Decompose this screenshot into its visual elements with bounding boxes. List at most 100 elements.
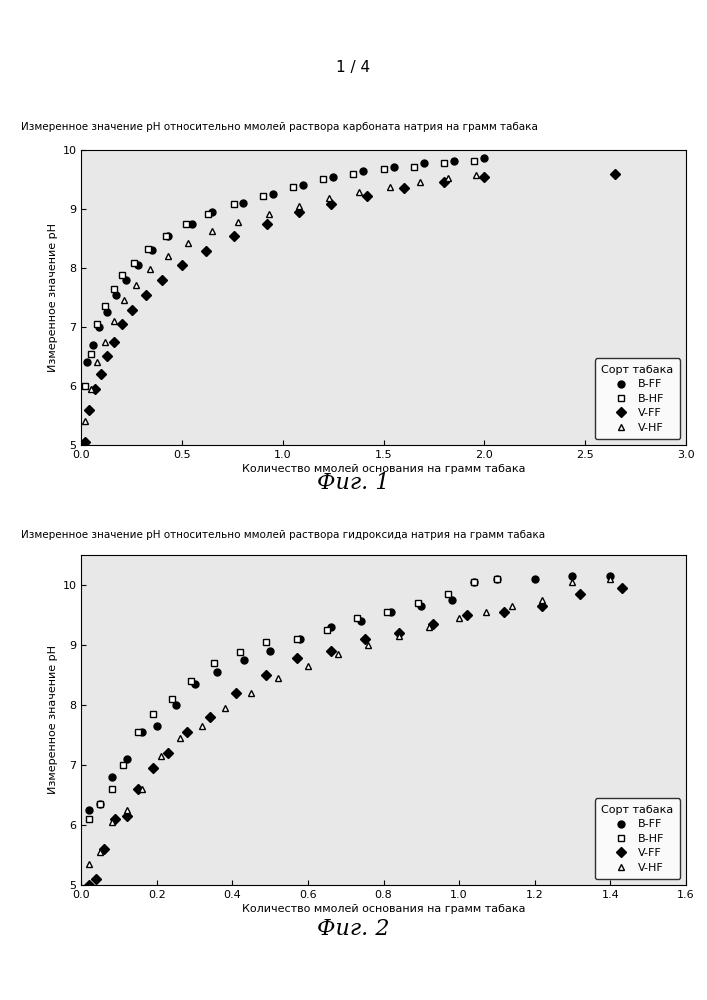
Line: V-HF: V-HF [86, 576, 614, 867]
B-HF [353, 612, 361, 624]
V-HF [295, 200, 303, 212]
B-FF [606, 570, 614, 582]
V-FF [575, 588, 584, 600]
V-FF [122, 810, 131, 822]
B-HF [258, 190, 267, 202]
X-axis label: Количество ммолей основания на грамм табака: Количество ммолей основания на грамм таб… [242, 464, 525, 474]
B-FF [172, 699, 180, 711]
V-HF [247, 687, 255, 699]
V-FF [611, 168, 619, 180]
V-HF [455, 612, 463, 624]
B-HF [87, 348, 95, 360]
V-FF [183, 726, 192, 738]
B-HF [293, 633, 301, 645]
Line: B-HF: B-HF [82, 157, 478, 389]
V-HF [385, 181, 394, 193]
B-HF [409, 161, 418, 173]
V-FF [91, 383, 100, 395]
B-HF [440, 157, 448, 169]
B-FF [568, 570, 577, 582]
B-HF [235, 646, 244, 658]
Y-axis label: Измеренное значение pH: Измеренное значение pH [48, 646, 58, 794]
V-HF [101, 336, 110, 348]
B-HF [117, 269, 126, 281]
B-FF [240, 654, 248, 666]
B-FF [470, 576, 479, 588]
B-FF [107, 771, 116, 783]
V-HF [164, 250, 173, 262]
V-HF [334, 648, 342, 660]
V-HF [184, 237, 192, 249]
V-FF [327, 198, 335, 210]
B-HF [262, 636, 271, 648]
V-FF [206, 711, 214, 723]
B-FF [329, 171, 337, 183]
V-FF [230, 230, 239, 242]
B-FF [164, 230, 173, 242]
B-HF [470, 576, 479, 588]
B-HF [144, 243, 152, 255]
V-HF [606, 573, 614, 585]
B-FF [493, 573, 501, 585]
B-FF [238, 197, 247, 209]
V-FF [500, 606, 508, 618]
B-HF [209, 657, 218, 669]
B-FF [111, 289, 119, 301]
B-HF [107, 783, 116, 795]
V-FF [149, 762, 158, 774]
V-HF [175, 732, 184, 744]
V-HF [325, 192, 334, 204]
B-FF [213, 666, 221, 678]
V-HF [568, 576, 577, 588]
V-HF [96, 846, 105, 858]
B-HF [119, 759, 127, 771]
V-HF [198, 720, 206, 732]
V-FF [462, 609, 471, 621]
B-HF [322, 624, 331, 636]
V-HF [355, 186, 363, 198]
Text: Измеренное значение pH относительно ммолей раствора гидроксида натрия на грамм т: Измеренное значение pH относительно ммол… [21, 530, 545, 540]
B-HF [162, 230, 170, 242]
B-HF [149, 708, 158, 720]
V-FF [361, 633, 369, 645]
V-FF [232, 687, 240, 699]
Line: V-HF: V-HF [82, 171, 480, 425]
B-FF [103, 306, 112, 318]
B-FF [419, 157, 428, 169]
V-HF [234, 216, 243, 228]
V-HF [87, 383, 95, 395]
V-HF [107, 816, 116, 828]
B-FF [269, 188, 277, 200]
Text: Фиг. 2: Фиг. 2 [317, 918, 390, 940]
V-HF [146, 263, 154, 275]
B-HF [230, 198, 239, 210]
B-HF [319, 173, 327, 185]
B-HF [93, 318, 102, 330]
B-FF [122, 753, 131, 765]
B-HF [110, 283, 118, 295]
V-FF [127, 304, 136, 316]
B-FF [148, 244, 156, 256]
Line: B-HF: B-HF [86, 576, 501, 822]
Legend: B-FF, B-HF, V-FF, V-HF: B-FF, B-HF, V-FF, V-HF [595, 798, 680, 879]
Line: V-FF: V-FF [86, 585, 625, 888]
V-HF [156, 750, 165, 762]
X-axis label: Количество ммолей основания на грамм табака: Количество ммолей основания на грамм таб… [242, 904, 525, 914]
B-HF [134, 726, 142, 738]
V-HF [85, 858, 93, 870]
V-FF [134, 783, 142, 795]
V-FF [293, 652, 301, 664]
B-FF [122, 274, 130, 286]
B-FF [134, 259, 142, 271]
V-HF [416, 176, 424, 188]
V-FF [395, 627, 403, 639]
V-FF [81, 436, 90, 448]
B-FF [137, 726, 146, 738]
V-FF [202, 245, 211, 257]
B-FF [417, 600, 426, 612]
Line: B-FF: B-FF [84, 155, 488, 366]
B-FF [188, 218, 197, 230]
V-FF [327, 645, 335, 657]
V-HF [538, 594, 547, 606]
B-HF [85, 813, 93, 825]
